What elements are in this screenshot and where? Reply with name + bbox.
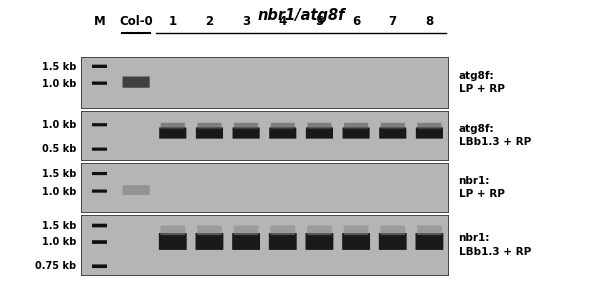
FancyBboxPatch shape [307, 226, 332, 235]
FancyBboxPatch shape [92, 65, 107, 68]
Text: 5: 5 [316, 15, 323, 28]
Text: 2: 2 [206, 15, 213, 28]
FancyBboxPatch shape [417, 226, 442, 235]
FancyBboxPatch shape [159, 127, 186, 139]
Text: 1.5 kb: 1.5 kb [42, 169, 76, 179]
Text: M: M [94, 15, 105, 28]
FancyBboxPatch shape [270, 226, 295, 235]
Text: atg8f:
LBb1.3 + RP: atg8f: LBb1.3 + RP [459, 124, 531, 147]
FancyBboxPatch shape [344, 226, 368, 235]
Text: 1.5 kb: 1.5 kb [42, 220, 76, 231]
Text: 1.0 kb: 1.0 kb [42, 237, 76, 247]
FancyBboxPatch shape [269, 127, 296, 139]
FancyBboxPatch shape [344, 123, 368, 129]
Text: nbr1:
LP + RP: nbr1: LP + RP [459, 176, 504, 199]
FancyBboxPatch shape [305, 233, 334, 250]
FancyBboxPatch shape [123, 76, 150, 88]
Text: Col-0: Col-0 [119, 15, 153, 28]
FancyBboxPatch shape [92, 123, 107, 126]
Text: nbr1:
LBb1.3 + RP: nbr1: LBb1.3 + RP [459, 233, 531, 257]
FancyBboxPatch shape [415, 233, 444, 250]
Text: 1.0 kb: 1.0 kb [42, 79, 76, 89]
Text: 0.5 kb: 0.5 kb [42, 144, 76, 154]
FancyBboxPatch shape [307, 123, 332, 129]
FancyBboxPatch shape [416, 127, 443, 139]
FancyBboxPatch shape [160, 123, 185, 129]
FancyBboxPatch shape [92, 147, 107, 151]
FancyBboxPatch shape [417, 123, 442, 129]
FancyBboxPatch shape [92, 172, 107, 175]
Text: 6: 6 [352, 15, 360, 28]
FancyBboxPatch shape [159, 233, 187, 250]
Text: 0.75 kb: 0.75 kb [35, 261, 76, 271]
FancyBboxPatch shape [195, 233, 224, 250]
FancyBboxPatch shape [92, 240, 107, 244]
FancyBboxPatch shape [342, 233, 370, 250]
Text: 1: 1 [169, 15, 177, 28]
FancyBboxPatch shape [232, 233, 260, 250]
FancyBboxPatch shape [269, 233, 297, 250]
FancyBboxPatch shape [92, 224, 107, 227]
FancyBboxPatch shape [92, 190, 107, 193]
FancyBboxPatch shape [197, 226, 222, 235]
FancyBboxPatch shape [270, 123, 295, 129]
Text: 8: 8 [426, 15, 433, 28]
FancyBboxPatch shape [123, 185, 150, 195]
FancyBboxPatch shape [160, 226, 185, 235]
FancyBboxPatch shape [196, 127, 223, 139]
FancyBboxPatch shape [234, 226, 258, 235]
FancyBboxPatch shape [306, 127, 333, 139]
FancyBboxPatch shape [197, 123, 222, 129]
FancyBboxPatch shape [234, 123, 258, 129]
FancyBboxPatch shape [343, 127, 370, 139]
Text: 1.5 kb: 1.5 kb [42, 62, 76, 72]
FancyBboxPatch shape [379, 233, 407, 250]
Text: 3: 3 [242, 15, 250, 28]
FancyBboxPatch shape [233, 127, 260, 139]
FancyBboxPatch shape [92, 82, 107, 85]
Text: 4: 4 [279, 15, 287, 28]
Text: 1.0 kb: 1.0 kb [42, 120, 76, 130]
FancyBboxPatch shape [380, 226, 405, 235]
Text: atg8f:
LP + RP: atg8f: LP + RP [459, 70, 504, 94]
Text: 1.0 kb: 1.0 kb [42, 186, 76, 197]
Text: nbr1/atg8f: nbr1/atg8f [257, 8, 345, 23]
FancyBboxPatch shape [380, 123, 405, 129]
FancyBboxPatch shape [92, 264, 107, 268]
Text: 7: 7 [389, 15, 397, 28]
FancyBboxPatch shape [379, 127, 406, 139]
